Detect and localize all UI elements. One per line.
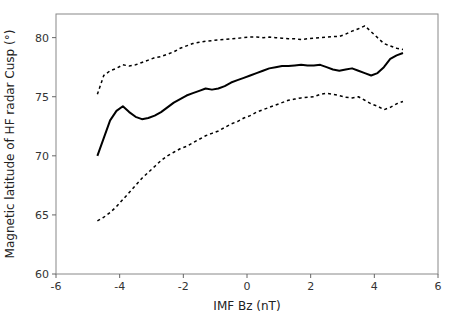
bound-line <box>97 93 403 221</box>
x-tick-label: 6 <box>435 280 442 293</box>
mean-line <box>97 53 403 156</box>
y-tick-label: 65 <box>35 209 49 222</box>
bound-line <box>97 26 403 95</box>
x-tick <box>56 274 57 278</box>
plot-area <box>97 26 403 221</box>
x-tick-label: 4 <box>371 280 378 293</box>
x-tick <box>438 274 439 278</box>
y-tick <box>52 214 56 215</box>
y-tick <box>52 37 56 38</box>
chart: -6 -4 -2 0 2 4 6 60 65 70 75 80 IMF Bz (nT) Magnetic … <box>0 0 454 318</box>
y-tick <box>52 274 56 275</box>
y-tick <box>52 96 56 97</box>
x-tick-label: -6 <box>51 280 62 293</box>
x-tick-label: 2 <box>307 280 314 293</box>
x-tick <box>183 274 184 278</box>
y-tick-label: 70 <box>35 150 49 163</box>
y-tick-label: 80 <box>35 32 49 45</box>
y-axis-label: Magnetic latitude of HF radar Cusp (°) <box>3 30 17 259</box>
x-tick <box>247 274 248 278</box>
x-tick-label: -4 <box>114 280 125 293</box>
y-tick <box>52 155 56 156</box>
y-tick-label: 60 <box>35 268 49 281</box>
x-tick-label: -2 <box>178 280 189 293</box>
x-tick <box>374 274 375 278</box>
x-tick-label: 0 <box>244 280 251 293</box>
x-tick <box>119 274 120 278</box>
axes: -6 -4 -2 0 2 4 6 60 65 70 75 80 <box>35 32 442 293</box>
x-tick <box>310 274 311 278</box>
plot-frame <box>56 14 438 274</box>
x-axis-label: IMF Bz (nT) <box>213 299 280 313</box>
y-tick-label: 75 <box>35 91 49 104</box>
